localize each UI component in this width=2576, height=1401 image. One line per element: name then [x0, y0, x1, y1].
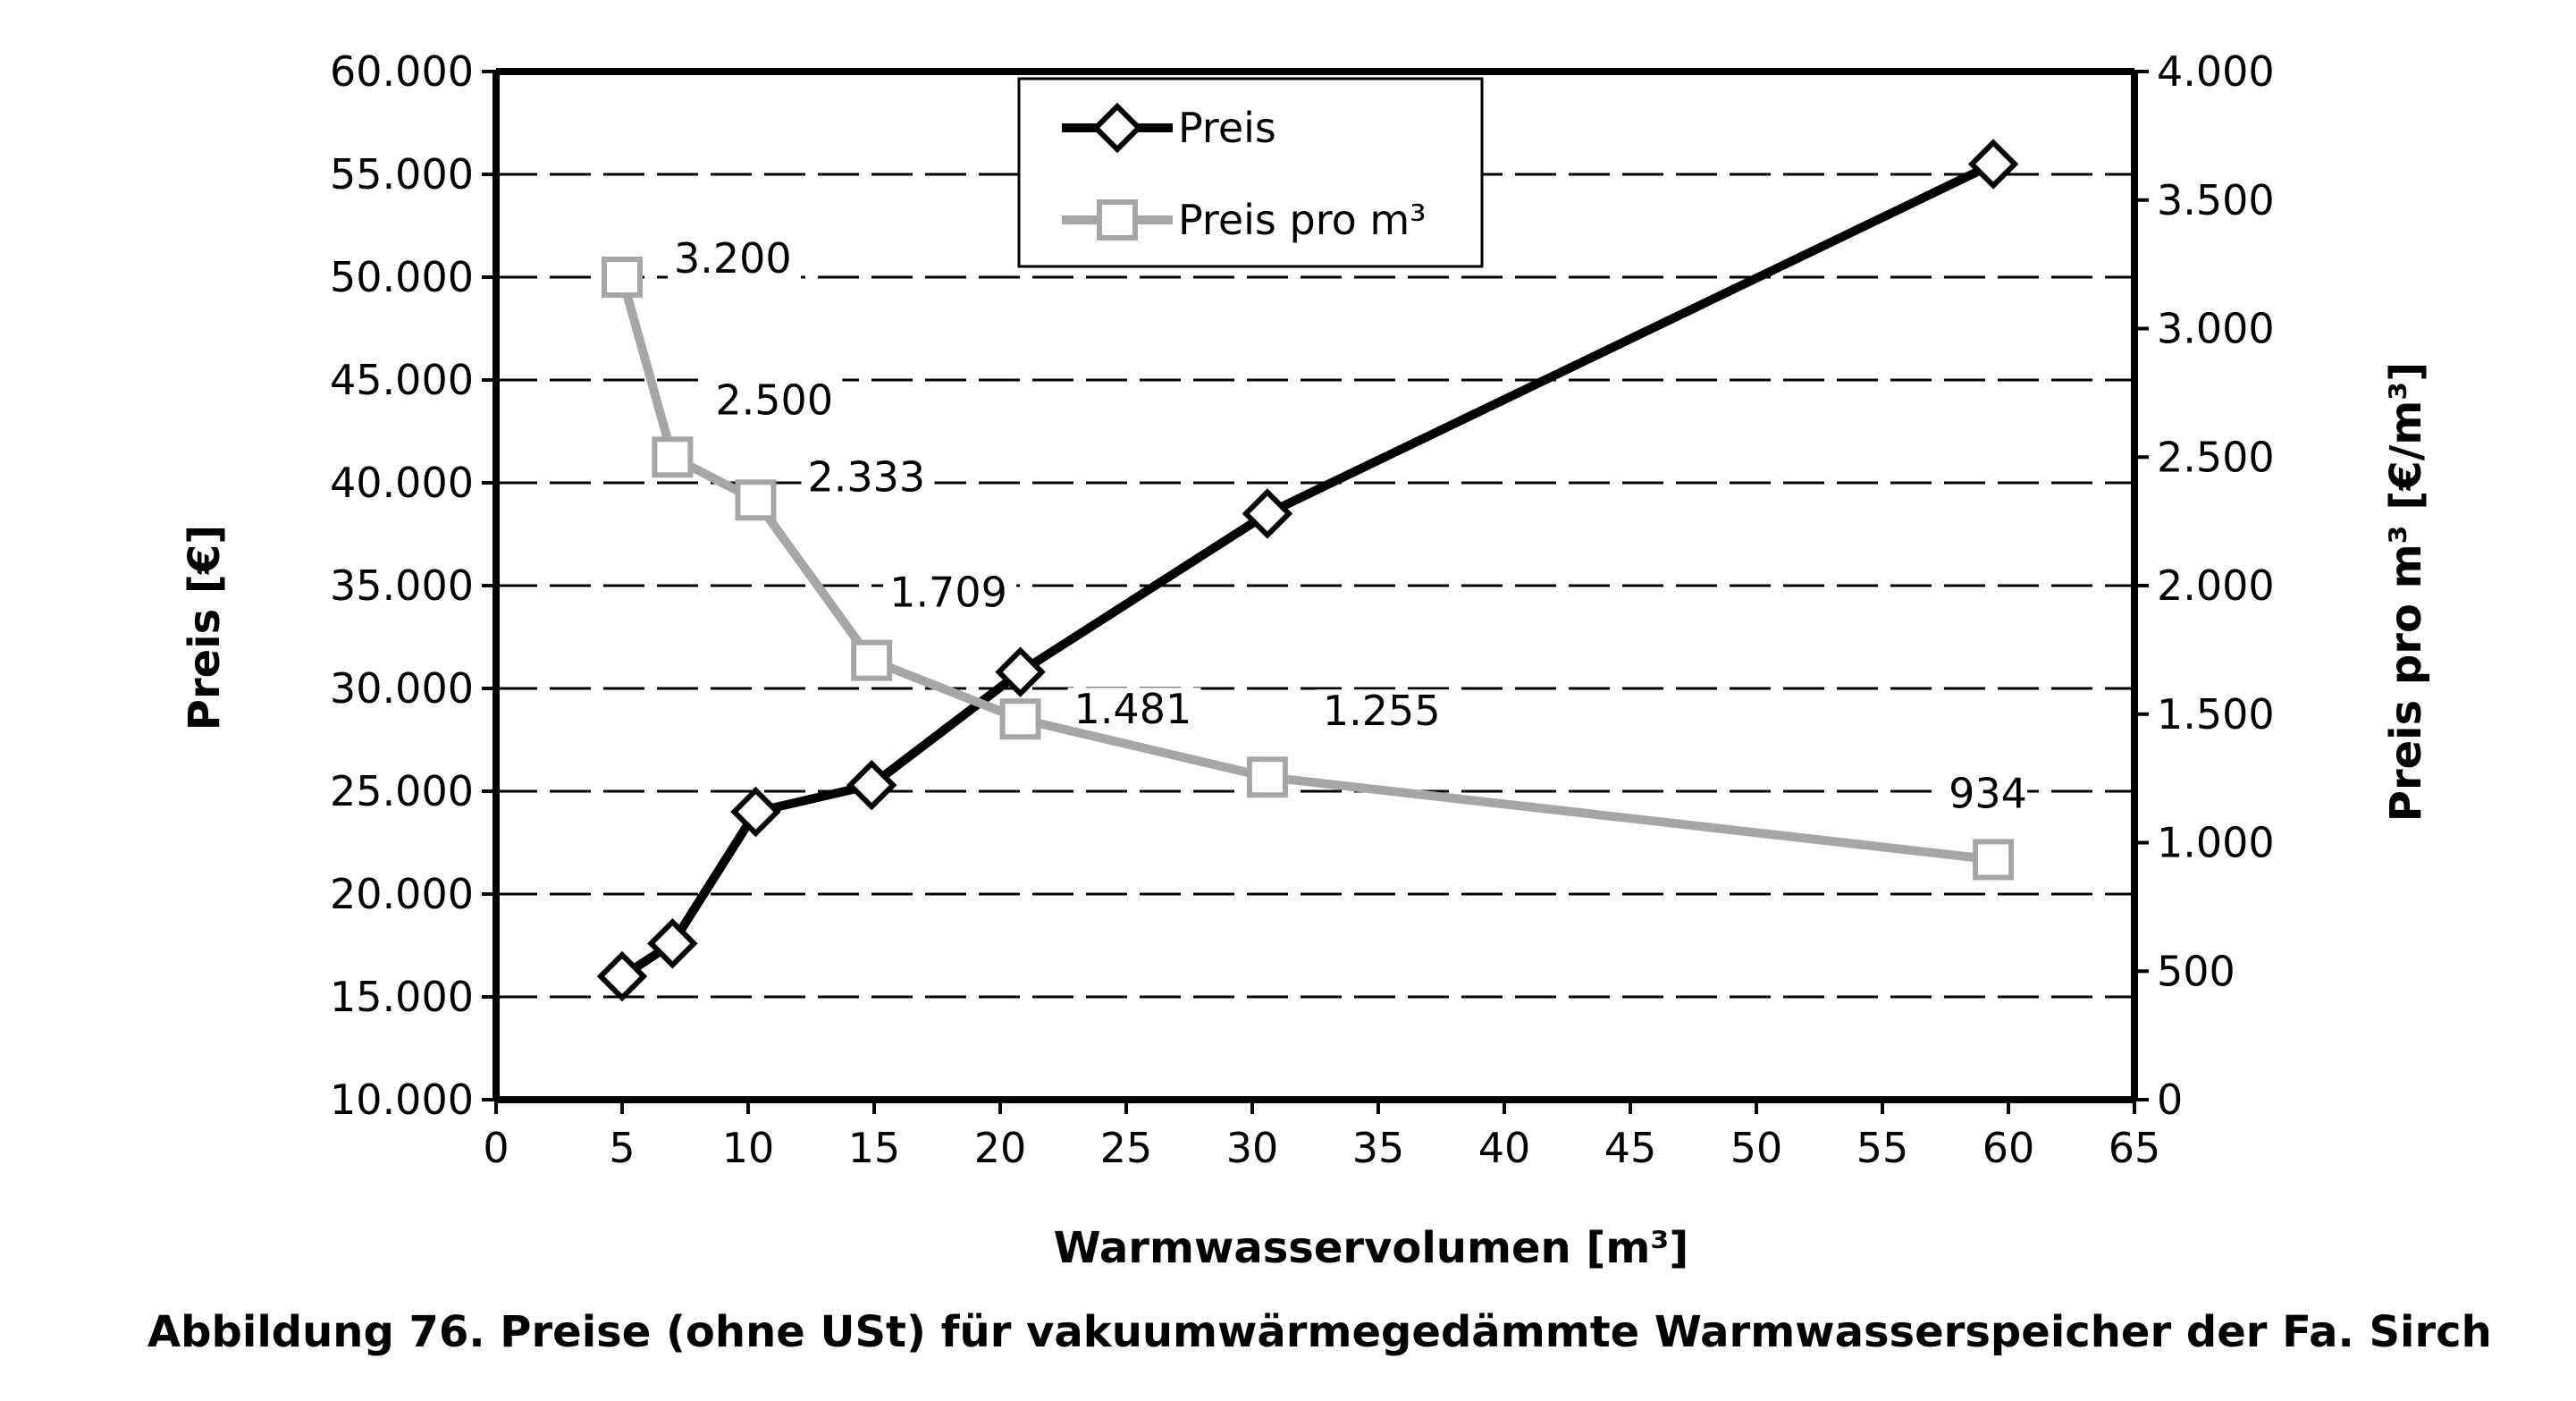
legend-marker-preis-pro-m3	[1097, 199, 1138, 241]
preis-point	[1967, 139, 2019, 190]
preis-pro-m3-point	[1246, 756, 1288, 798]
series-line-preis	[619, 159, 1996, 981]
preis-pro-m3-point	[851, 639, 893, 681]
x-tick-label: 55	[1856, 1124, 1909, 1172]
data-label-backgrounds	[668, 237, 2028, 819]
x-tick-label: 45	[1604, 1124, 1657, 1172]
preis-pro-m3-point	[602, 257, 643, 298]
x-tick-label: 25	[1100, 1124, 1153, 1172]
series-line-preis-pro-m3	[618, 275, 1994, 865]
data-label-background	[1942, 772, 2028, 819]
data-label-background	[709, 378, 843, 426]
y-right-tick-label: 2.500	[2157, 433, 2275, 481]
x-tick-label: 30	[1226, 1124, 1279, 1172]
x-axis-title: Warmwasservolumen [m³]	[1054, 1223, 1689, 1273]
preis-point	[846, 759, 897, 811]
y-left-tick-label: 60.000	[330, 47, 474, 96]
legend-box	[1017, 77, 1484, 268]
legend-label-preis: Preis	[1178, 104, 1276, 152]
x-tick-label: 60	[1983, 1124, 2035, 1172]
y-right-axis-title: Preis pro m³ [€/m³]	[2381, 362, 2431, 822]
y-right-tick-label: 3.000	[2157, 305, 2275, 353]
preis-pro-m3-point	[999, 698, 1041, 740]
y-left-tick-label: 15.000	[330, 973, 474, 1021]
figure-caption: Abbildung 76. Preise (ohne USt) für vaku…	[147, 1307, 2492, 1357]
y-right-tick-label: 3.500	[2157, 176, 2275, 224]
y-left-tick-label: 40.000	[330, 459, 474, 507]
y-left-tick-label: 50.000	[330, 253, 474, 301]
data-label: 934	[1949, 769, 2027, 817]
y-right-tick-label: 1.500	[2157, 690, 2275, 738]
y-left-axis-title: Preis [€]	[180, 525, 230, 730]
data-label-background	[668, 237, 801, 283]
data-labels: 3.200 2.500 2.333 1.709 1.481 1.255 934	[674, 234, 2027, 817]
preis-point	[995, 646, 1046, 697]
legend-label-preis-pro-m3: Preis pro m³	[1178, 196, 1427, 244]
y-left-tick-label: 10.000	[330, 1076, 474, 1124]
y-right-tick-label: 2.000	[2157, 561, 2275, 610]
data-label-background	[1316, 689, 1450, 737]
x-tick-label: 0	[483, 1124, 509, 1172]
axes	[482, 68, 2149, 1114]
data-label: 2.333	[807, 452, 925, 501]
x-tick-label: 50	[1730, 1124, 1783, 1172]
y-right-tick-label: 0	[2157, 1076, 2183, 1124]
y-left-tick-label: 55.000	[330, 150, 474, 198]
x-tick-label: 40	[1478, 1124, 1531, 1172]
gridlines	[496, 173, 2134, 999]
y-right-tick-label: 1.000	[2157, 819, 2275, 867]
data-label: 3.200	[674, 234, 792, 283]
y-left-tick-label: 30.000	[330, 664, 474, 713]
legend-marker-preis	[1091, 102, 1143, 154]
x-tick-label: 5	[609, 1124, 635, 1172]
y-right-tick-label: 4.000	[2157, 47, 2275, 96]
x-tick-label: 10	[722, 1124, 775, 1172]
x-tick-label: 65	[2109, 1124, 2161, 1172]
y-right-tick-label: 500	[2157, 947, 2235, 995]
x-tick-label: 20	[974, 1124, 1027, 1172]
series	[596, 139, 2019, 1002]
data-label: 1.481	[1074, 685, 1192, 733]
y-left-tick-label: 35.000	[330, 561, 474, 610]
preis-point	[647, 917, 698, 969]
data-label: 2.500	[715, 376, 833, 424]
x-tick-label: 35	[1352, 1124, 1405, 1172]
preis-point	[730, 786, 781, 838]
preis-pro-m3-point	[735, 479, 777, 521]
y-left-tick-label: 25.000	[330, 767, 474, 815]
data-label-background	[801, 455, 935, 502]
preis-point	[1242, 488, 1293, 539]
tick-labels: 0 5 10 15 20 25 30 35 40 45 50 55 60 65 10.000 15.000 20…	[330, 47, 2275, 1172]
preis-point	[596, 950, 648, 1002]
preis-pro-m3-point	[1973, 839, 2015, 881]
data-label-background	[883, 570, 1017, 618]
data-label: 1.709	[889, 569, 1007, 617]
data-label: 1.255	[1323, 687, 1441, 735]
y-left-tick-label: 45.000	[330, 356, 474, 404]
preis-pro-m3-point	[652, 436, 694, 478]
data-label-background	[1067, 688, 1201, 735]
y-left-tick-label: 20.000	[330, 870, 474, 918]
legend: Preis Preis pro m³	[1017, 77, 1484, 268]
x-tick-label: 15	[848, 1124, 901, 1172]
